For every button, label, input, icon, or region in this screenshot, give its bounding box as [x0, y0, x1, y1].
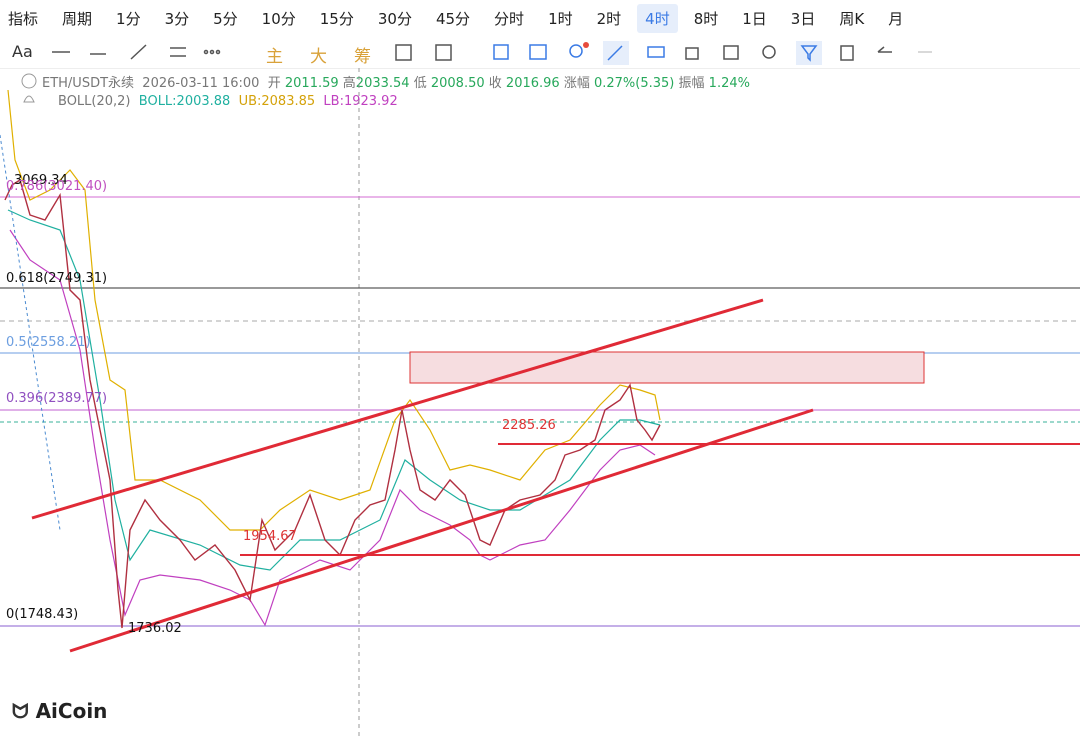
high: 2033.54: [355, 76, 410, 91]
boll-mid: BOLL:2003.88: [138, 94, 231, 109]
toolbar-item[interactable]: 4时: [637, 3, 678, 33]
chart-annotation: 1736.02: [128, 621, 182, 636]
open-label: 开: [267, 76, 281, 91]
chart-annotation: 0(1748.43): [6, 607, 78, 622]
quote-info: ETH/USDT永续 2026-03-11 16:00 开 2011.59 高2…: [42, 72, 750, 91]
chart-annotation: 2285.26: [502, 418, 556, 433]
tool-icons: [52, 41, 932, 65]
toolbar-item[interactable]: 1日: [742, 9, 767, 28]
boll-name: BOLL(20,2): [58, 94, 131, 109]
big-button[interactable]: 大: [310, 47, 327, 67]
chart: 3069.340.786(3021.40) 0.618(2749.31) 0.5(2…: [0, 68, 1080, 739]
logo-mark: ᗢ: [12, 699, 29, 723]
toolbar-item[interactable]: 周K: [839, 9, 865, 28]
close-label: 收: [488, 76, 502, 91]
boll-ub: UB:2083.85: [238, 94, 316, 109]
toolbar-item[interactable]: 分时: [494, 9, 525, 28]
toolbar-item[interactable]: 指标: [8, 9, 39, 28]
toolbar-item[interactable]: 月: [888, 9, 904, 28]
chart-annotation: 0.618(2749.31): [6, 271, 107, 286]
close: 2016.96: [505, 76, 560, 91]
toolbar-item[interactable]: 45分: [435, 9, 471, 28]
toolbar-item[interactable]: 周期: [62, 9, 93, 28]
toolbar-item[interactable]: 10分: [261, 9, 296, 28]
chart-annotation: 0.396(2389.77): [6, 391, 107, 406]
drawing-toolbar: Aa 主 大 筹: [0, 36, 1080, 69]
info-icons: [21, 73, 37, 103]
low: 2008.50: [430, 76, 485, 91]
change-label: 涨幅: [563, 76, 590, 91]
toolbar-item[interactable]: 3日: [790, 9, 816, 28]
toolbar-item[interactable]: 8时: [693, 9, 719, 28]
toolbar-item[interactable]: 1分: [116, 9, 141, 28]
chart-annotation: 0.786(3021.40): [6, 179, 107, 194]
amplitude-label: 振幅: [678, 76, 705, 91]
amplitude: 1.24%: [708, 76, 750, 91]
toolbar-item[interactable]: 30分: [377, 9, 412, 28]
chart-annotation: 1954.67: [243, 529, 297, 544]
font-tool[interactable]: Aa: [12, 42, 33, 61]
symbol: ETH/USDT永续: [42, 76, 135, 91]
period-toolbar: 指标 周期 1分 3分 5分 10分 15分 30分 45分 分时 1时 2时 4时 8时 1日 3日 周K 月: [0, 0, 1080, 36]
toolbar-item[interactable]: 2时: [596, 9, 622, 28]
logo-text: AiCoin: [35, 699, 108, 723]
change: 0.27%(5.35): [593, 76, 675, 91]
main-button[interactable]: 主: [266, 47, 283, 67]
chip-button[interactable]: 筹: [354, 47, 371, 67]
toolbar-item[interactable]: 5分: [213, 9, 238, 28]
open: 2011.59: [284, 76, 339, 91]
toolbar-item[interactable]: 3分: [164, 9, 190, 28]
boll-info: BOLL(20,2) BOLL:2003.88 UB:2083.85 LB:19…: [58, 94, 398, 109]
toolbar-item[interactable]: 15分: [319, 9, 354, 28]
logo: ᗢ AiCoin: [12, 699, 107, 723]
boll-lb: LB:1923.92: [323, 94, 398, 109]
chart-annotation: 0.5(2558.21): [6, 335, 91, 350]
toolbar-item[interactable]: 1时: [548, 9, 573, 28]
high-label: 高: [342, 76, 356, 91]
low-label: 低: [413, 76, 427, 91]
datetime: 2026-03-11 16:00: [142, 76, 260, 91]
chart-annotation: 3069.34: [14, 173, 68, 188]
